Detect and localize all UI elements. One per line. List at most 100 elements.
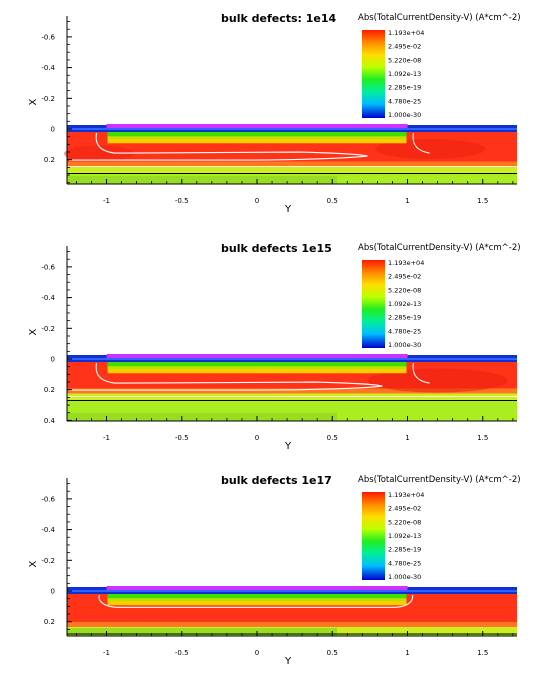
x-tick-label: 0: [255, 197, 259, 205]
channel-mid: [107, 136, 407, 139]
substrate-darker: [67, 176, 337, 184]
y-tick-label: 0: [51, 356, 55, 364]
y-tick-label: 0: [51, 126, 55, 134]
colorbar: [362, 260, 385, 348]
y-tick-label: -0.2: [41, 557, 55, 565]
x-tick-label: 1.5: [477, 434, 488, 442]
oxide-highlight: [67, 128, 517, 130]
colorbar-label: 5.220e-08: [388, 56, 421, 64]
x-tick-label: 1: [405, 197, 409, 205]
y-tick-label: -0.6: [41, 263, 55, 271]
substrate-darker: [67, 413, 337, 421]
panel-title: bulk defects 1e15: [221, 242, 332, 255]
x-tick-label: 1: [405, 434, 409, 442]
x-tick-label: 1.5: [477, 197, 488, 205]
x-tick-label: 0: [255, 649, 259, 657]
colorbar-label: 2.285e-19: [388, 546, 421, 554]
contour-line: [98, 594, 414, 608]
colorbar-label: 4.780e-25: [388, 559, 421, 567]
colorbar-label: 1.000e-30: [388, 341, 421, 349]
channel-inversion: [107, 594, 407, 599]
colorbar-label: 1.092e-13: [388, 300, 421, 308]
colorbar-label: 5.220e-08: [388, 518, 421, 526]
substrate-upper: [67, 393, 517, 401]
y-tick-label: 0: [51, 588, 55, 596]
contour-line-right: [412, 132, 430, 154]
colorbar-label: 1.092e-13: [388, 532, 421, 540]
y-tick-label: -0.4: [41, 526, 55, 534]
x-tick-label: 0.5: [327, 649, 338, 657]
contour-line: [69, 362, 383, 391]
channel-mid: [107, 598, 407, 601]
colorbar-label: 2.495e-02: [388, 43, 421, 51]
oxide-highlight: [67, 358, 517, 360]
x-tick-label: -0.5: [175, 434, 189, 442]
x-tick-label: -1: [103, 434, 110, 442]
y-tick-label: 0.4: [44, 417, 56, 425]
colorbar: [362, 30, 385, 118]
channel-lower: [107, 368, 407, 374]
colorbar-title: Abs(TotalCurrentDensity-V) (A*cm^-2): [358, 475, 521, 485]
substrate-upper: [67, 166, 517, 174]
x-axis-label: Y: [284, 204, 292, 215]
channel-lower: [107, 600, 407, 606]
x-axis-label: Y: [284, 656, 292, 667]
y-axis-label: X: [28, 98, 39, 105]
y-tick-label: -0.2: [41, 325, 55, 333]
colorbar-label: 1.193e+04: [388, 491, 424, 499]
x-tick-label: 0: [255, 434, 259, 442]
gate-contact: [106, 354, 408, 358]
colorbar-label: 1.000e-30: [388, 111, 421, 119]
y-tick-label: -0.6: [41, 33, 55, 41]
channel-inversion: [107, 362, 407, 367]
field-peak-right: [367, 368, 508, 393]
channel-lower: [107, 138, 407, 144]
colorbar-label: 5.220e-08: [388, 286, 421, 294]
y-tick-label: 0.2: [44, 618, 55, 626]
y-tick-label: -0.4: [41, 64, 55, 72]
gate-contact: [106, 124, 408, 128]
contour-line: [69, 132, 368, 161]
plot-panel-2: -0.6 -0.4 -0.2 0 0.2 0.4 -1 -0.5 0 0.5 1 1.5 Y Xbulk …: [28, 242, 521, 452]
y-tick-label: 0.2: [44, 386, 55, 394]
transition-band: [67, 388, 517, 394]
field-peak-left: [63, 145, 134, 162]
substrate-darker: [67, 628, 337, 636]
y-axis-label: X: [28, 328, 39, 335]
y-axis-label: X: [28, 560, 39, 567]
channel-mid: [107, 366, 407, 369]
transition-band: [67, 161, 517, 167]
colorbar-title: Abs(TotalCurrentDensity-V) (A*cm^-2): [358, 243, 521, 253]
x-tick-label: 0.5: [327, 434, 338, 442]
colorbar-label: 2.495e-02: [388, 273, 421, 281]
panel-title: bulk defects 1e17: [221, 474, 332, 487]
transition-band: [67, 621, 517, 627]
colorbar-label: 1.193e+04: [388, 259, 424, 267]
x-tick-label: 1.5: [477, 649, 488, 657]
y-tick-label: -0.6: [41, 495, 55, 503]
colorbar-label: 1.193e+04: [388, 29, 424, 37]
x-tick-label: -1: [103, 197, 110, 205]
field-peak-right: [375, 138, 486, 159]
colorbar-label: 2.285e-19: [388, 84, 421, 92]
colorbar-label: 4.780e-25: [388, 327, 421, 335]
colorbar-label: 4.780e-25: [388, 97, 421, 105]
panel-title: bulk defects: 1e14: [221, 12, 337, 25]
x-tick-label: -1: [103, 649, 110, 657]
x-tick-label: -0.5: [175, 649, 189, 657]
colorbar-label: 1.000e-30: [388, 573, 421, 581]
colorbar-label: 2.495e-02: [388, 505, 421, 513]
channel-inversion: [107, 132, 407, 137]
x-tick-label: 1: [405, 649, 409, 657]
y-tick-label: 0.2: [44, 156, 55, 164]
contour-line-right: [412, 362, 430, 384]
x-tick-label: -0.5: [175, 197, 189, 205]
x-tick-label: 0.5: [327, 197, 338, 205]
x-axis-label: Y: [284, 441, 292, 452]
y-tick-label: -0.4: [41, 294, 55, 302]
colorbar-label: 1.092e-13: [388, 70, 421, 78]
colorbar: [362, 492, 385, 580]
oxide-highlight: [67, 590, 517, 592]
